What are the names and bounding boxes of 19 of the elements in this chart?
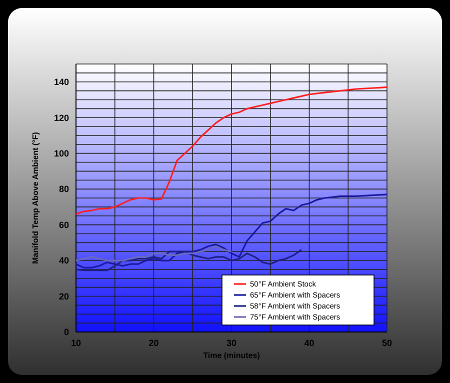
y-tick-label: 60 [58, 220, 69, 230]
line-series [75, 245, 232, 262]
x-axis-title: Time (minutes) [203, 351, 260, 360]
x-tick-label: 30 [226, 338, 237, 348]
x-tick-label: 20 [148, 338, 159, 348]
y-tick-label: 120 [54, 112, 69, 123]
y-axis-title: Manifold Temp Above Ambient (°F) [31, 132, 40, 264]
y-tick-label: 140 [54, 77, 69, 88]
line-series [75, 249, 302, 272]
y-tick-label: 80 [58, 184, 69, 194]
x-tick-label: 40 [304, 338, 314, 348]
x-tick-label: 50 [382, 338, 392, 348]
y-tick-label: 100 [54, 148, 69, 158]
line-series [75, 194, 388, 268]
line-series [75, 86, 388, 215]
x-tick-label: 10 [70, 338, 82, 348]
y-tick-label: 20 [58, 291, 69, 302]
y-tick-label: 40 [58, 256, 69, 266]
y-tick-label: 0 [64, 327, 69, 338]
